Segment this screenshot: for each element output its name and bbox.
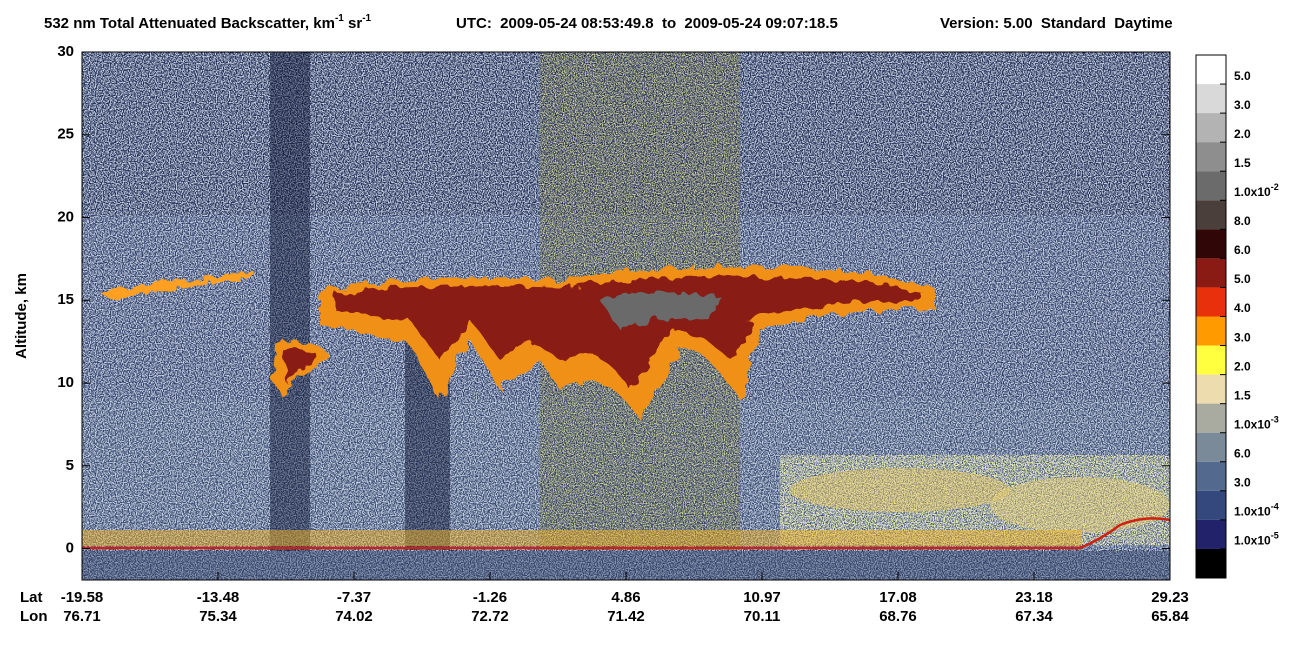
colorbar-label: 1.0x10-3 (1234, 415, 1279, 432)
x-tick-label: 23.18 (1015, 589, 1053, 606)
colorbar-swatch (1196, 142, 1226, 172)
x-tick-label: 10.97 (743, 589, 781, 606)
x-tick-label: 65.84 (1151, 608, 1189, 625)
colorbar-label-text: 1.5 (1234, 156, 1251, 170)
colorbar-label-text: 3.0 (1234, 98, 1251, 112)
x-tick-label: 74.02 (335, 608, 373, 625)
colorbar: 5.03.02.01.51.0x10-28.06.05.04.03.02.01.… (1195, 54, 1279, 579)
x-tick-label: 75.34 (199, 608, 237, 625)
colorbar-swatch (1196, 200, 1226, 230)
colorbar-label-text: 1.0x10 (1234, 418, 1271, 432)
axes: 0 5 10 15 20 25 30 Lat -19.58 -13.48 -7.37 -1.26 4.8… (20, 43, 1189, 625)
colorbar-swatch (1196, 490, 1226, 520)
x-tick-label: 4.86 (611, 589, 640, 606)
x-tick-label: -19.58 (61, 589, 104, 606)
x-tick-label: 68.76 (879, 608, 917, 625)
colorbar-label: 1.5 (1234, 389, 1251, 403)
x-tick-label: -7.37 (337, 589, 371, 606)
title-part: sr (344, 15, 363, 32)
colorbar-label: 3.0 (1234, 98, 1251, 112)
colorbar-label-text: 1.0x10 (1234, 185, 1271, 199)
x-row-name: Lon (20, 608, 48, 625)
colorbar-label-text: 3.0 (1234, 476, 1251, 490)
y-tick-label: 30 (57, 43, 74, 60)
colorbar-label-text: 3.0 (1234, 330, 1251, 344)
colorbar-label-exponent: -4 (1271, 502, 1279, 512)
y-tick-label: 25 (57, 126, 74, 143)
colorbar-label-text: 1.0x10 (1234, 534, 1271, 548)
colorbar-label: 2.0 (1234, 127, 1251, 141)
colorbar-swatch (1196, 461, 1226, 491)
y-axis-label: Altitude, km (13, 273, 30, 359)
colorbar-swatch (1196, 432, 1226, 462)
colorbar-label-exponent: -2 (1271, 182, 1279, 192)
colorbar-label: 1.5 (1234, 156, 1251, 170)
colorbar-swatch (1196, 258, 1226, 288)
colorbar-swatch (1196, 548, 1226, 578)
x-tick-label: 72.72 (471, 608, 509, 625)
colorbar-swatch (1196, 287, 1226, 317)
colorbar-swatch (1196, 374, 1226, 404)
x-tick-label: -13.48 (197, 589, 240, 606)
colorbar-swatch (1196, 316, 1226, 346)
colorbar-label-text: 4.0 (1234, 301, 1251, 315)
colorbar-swatch (1196, 84, 1226, 114)
colorbar-label: 8.0 (1234, 214, 1251, 228)
colorbar-label: 1.0x10-2 (1234, 182, 1279, 199)
title: 532 nm Total Attenuated Backscatter, km-… (44, 13, 372, 32)
colorbar-swatch (1196, 345, 1226, 375)
colorbar-label-exponent: -5 (1271, 531, 1279, 541)
colorbar-swatch (1196, 113, 1226, 143)
colorbar-label-text: 1.5 (1234, 389, 1251, 403)
colorbar-label-text: 1.0x10 (1234, 505, 1271, 519)
colorbar-swatch (1196, 519, 1226, 549)
curtain-image (82, 52, 1170, 580)
colorbar-label: 2.0 (1234, 360, 1251, 374)
colorbar-label: 5.0 (1234, 272, 1251, 286)
x-tick-label: 67.34 (1015, 608, 1053, 625)
colorbar-label-text: 6.0 (1234, 447, 1251, 461)
title-superscript: -1 (335, 13, 344, 24)
x-tick-label: 29.23 (1151, 589, 1189, 606)
colorbar-label: 6.0 (1234, 447, 1251, 461)
title-superscript: -1 (362, 13, 371, 24)
colorbar-label-text: 2.0 (1234, 360, 1251, 374)
version: Version: 5.00 Standard Daytime (940, 15, 1173, 32)
colorbar-frame (1195, 54, 1227, 579)
colorbar-swatch (1196, 171, 1226, 201)
x-tick-label: -1.26 (473, 589, 507, 606)
colorbar-swatch (1196, 229, 1226, 259)
colorbar-label: 1.0x10-4 (1234, 502, 1279, 519)
colorbar-swatch (1196, 55, 1226, 85)
colorbar-label-text: 5.0 (1234, 69, 1251, 83)
colorbar-label-text: 2.0 (1234, 127, 1251, 141)
colorbar-label-text: 5.0 (1234, 272, 1251, 286)
colorbar-swatch (1196, 403, 1226, 433)
title-part: 532 nm Total Attenuated Backscatter, km (44, 15, 335, 32)
colorbar-label: 5.0 (1234, 69, 1251, 83)
colorbar-label: 1.0x10-5 (1234, 531, 1279, 548)
x-tick-label: 17.08 (879, 589, 917, 606)
y-tick-label: 15 (57, 291, 74, 308)
colorbar-label: 3.0 (1234, 330, 1251, 344)
y-tick-label: 5 (66, 457, 74, 474)
y-tick-label: 10 (57, 374, 74, 391)
colorbar-label-text: 6.0 (1234, 243, 1251, 257)
y-tick-label: 0 (66, 540, 74, 557)
x-tick-label: 71.42 (607, 608, 645, 625)
colorbar-label: 3.0 (1234, 476, 1251, 490)
colorbar-label: 4.0 (1234, 301, 1251, 315)
x-tick-label: 76.71 (63, 608, 101, 625)
x-tick-label: 70.11 (744, 608, 781, 625)
colorbar-label: 6.0 (1234, 243, 1251, 257)
y-tick-label: 20 (57, 208, 74, 225)
utc-range: UTC: 2009-05-24 08:53:49.8 to 2009-05-24… (456, 15, 838, 32)
x-row-name: Lat (20, 589, 43, 606)
colorbar-label-text: 8.0 (1234, 214, 1251, 228)
colorbar-label-exponent: -3 (1271, 415, 1279, 425)
